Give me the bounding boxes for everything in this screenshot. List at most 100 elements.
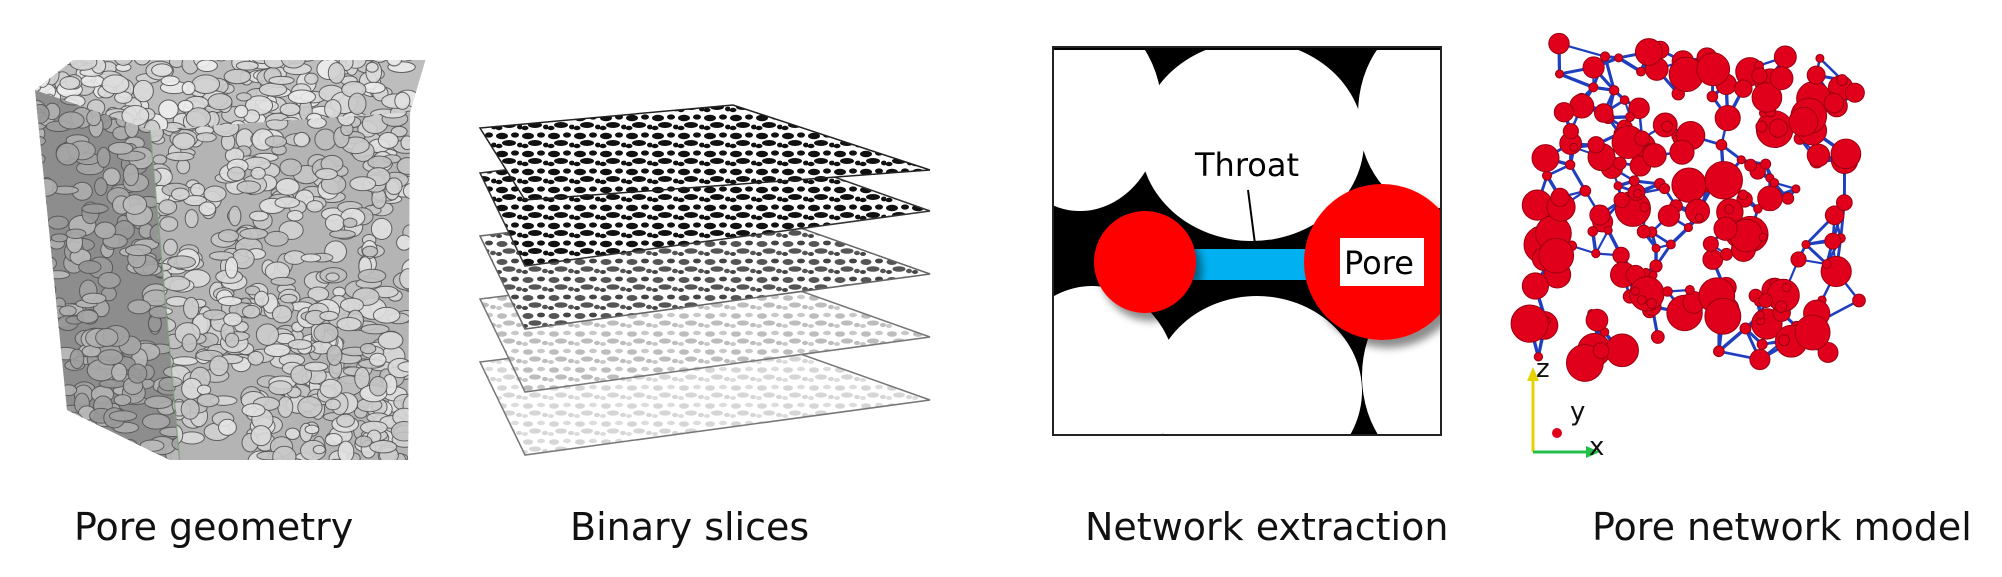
pore-blob bbox=[95, 327, 119, 347]
pore-blob bbox=[207, 93, 233, 111]
network-pore bbox=[1587, 136, 1605, 154]
pore-blob bbox=[290, 364, 313, 385]
network-pore bbox=[1758, 232, 1768, 242]
network-pore bbox=[1553, 102, 1575, 123]
pore-blob bbox=[81, 292, 107, 305]
pore-blob bbox=[326, 344, 343, 366]
network-pore bbox=[1824, 232, 1842, 250]
y-axis-label: y bbox=[1570, 397, 1585, 427]
pore-blob bbox=[163, 238, 178, 256]
pore-blob bbox=[86, 109, 102, 127]
network-pore bbox=[1756, 338, 1768, 350]
network-pore bbox=[1658, 183, 1671, 195]
pore-blob bbox=[122, 163, 140, 187]
network-pore bbox=[1684, 284, 1695, 295]
pore-geometry-caption: Pore geometry bbox=[74, 505, 354, 549]
pore-blob bbox=[324, 99, 342, 120]
pore-blob bbox=[183, 194, 207, 207]
pore-blob bbox=[181, 333, 198, 353]
network-pore bbox=[1661, 120, 1674, 133]
pore-blob bbox=[360, 323, 390, 335]
pore-blob bbox=[35, 253, 45, 271]
binary-slices-panel bbox=[470, 95, 940, 475]
network-pore bbox=[1702, 235, 1719, 252]
pore-blob bbox=[73, 456, 96, 460]
pore-blob bbox=[224, 332, 240, 348]
pore-blob bbox=[39, 60, 57, 64]
pore-blob bbox=[94, 221, 117, 240]
pore-blob bbox=[239, 227, 269, 240]
pore-blob bbox=[297, 396, 323, 419]
pore-blob bbox=[181, 81, 196, 96]
pore-blob bbox=[394, 91, 411, 110]
network-pore bbox=[1815, 53, 1825, 63]
network-pore bbox=[1569, 142, 1579, 152]
pore-blob bbox=[59, 305, 77, 317]
network-pore bbox=[1768, 118, 1789, 138]
pore-blob bbox=[61, 411, 84, 433]
pore-blob bbox=[89, 456, 110, 460]
pore-blob bbox=[35, 381, 56, 394]
pore-blob bbox=[94, 177, 108, 196]
network-pore bbox=[1714, 104, 1741, 132]
pore-blob bbox=[180, 398, 200, 420]
pore-blob bbox=[280, 60, 306, 69]
pore-blob bbox=[97, 271, 121, 289]
pore-blob bbox=[340, 297, 364, 313]
pore-blob bbox=[250, 166, 266, 180]
network-pore bbox=[1603, 225, 1613, 235]
pore-blob bbox=[368, 376, 388, 397]
network-pore bbox=[1753, 204, 1763, 214]
pore-blob bbox=[132, 79, 154, 103]
network-pore bbox=[1591, 248, 1601, 259]
pore-blob bbox=[236, 92, 252, 102]
pore-blob bbox=[35, 135, 47, 147]
slice-1 bbox=[478, 104, 931, 201]
pore-blob bbox=[68, 447, 83, 460]
pore-blob bbox=[270, 276, 296, 286]
pore-blob bbox=[325, 272, 340, 282]
pore-blob bbox=[370, 217, 393, 241]
network-pore bbox=[1632, 188, 1643, 199]
y-axis-marker bbox=[1552, 428, 1562, 438]
pore-blob bbox=[323, 458, 351, 460]
network-extraction-caption: Network extraction bbox=[1085, 505, 1449, 549]
pore-blob bbox=[63, 432, 83, 443]
pore-blob bbox=[127, 299, 151, 315]
network-pore bbox=[1634, 38, 1663, 66]
pore-blob bbox=[35, 297, 51, 307]
pore-blob bbox=[396, 234, 410, 251]
network-pore bbox=[1852, 293, 1866, 308]
pore-blob bbox=[396, 157, 410, 175]
pore-blob bbox=[274, 196, 300, 209]
network-pore bbox=[1651, 243, 1661, 253]
network-pore bbox=[1587, 226, 1599, 237]
pore-blob bbox=[417, 110, 430, 130]
pore-blob bbox=[369, 60, 390, 63]
pore-blob bbox=[337, 440, 355, 460]
network-pore bbox=[1781, 282, 1792, 293]
network-throat bbox=[1603, 56, 1616, 91]
network-pore bbox=[1744, 158, 1758, 172]
pore-blob bbox=[213, 60, 229, 62]
pore-blob bbox=[76, 309, 99, 324]
pore-blob bbox=[268, 75, 295, 85]
pore-blob bbox=[223, 68, 252, 85]
pore-blob bbox=[35, 153, 46, 165]
pore-blob bbox=[102, 167, 121, 186]
network-pore bbox=[1836, 74, 1849, 86]
axis-triad: z y x bbox=[1527, 354, 1604, 462]
network-pore bbox=[1657, 204, 1681, 227]
pore-blob bbox=[55, 426, 73, 440]
pore-blob bbox=[151, 63, 173, 77]
pore-blob bbox=[59, 384, 78, 397]
pore-blob bbox=[367, 155, 392, 170]
pore-blob bbox=[359, 343, 377, 355]
pore-blob bbox=[264, 230, 289, 247]
x-axis-arrow bbox=[1586, 446, 1600, 458]
network-pore bbox=[1628, 175, 1640, 187]
network-pore bbox=[1737, 189, 1749, 201]
network-pore bbox=[1806, 65, 1826, 85]
pore-blob bbox=[300, 253, 322, 263]
pore-blob bbox=[81, 203, 109, 214]
